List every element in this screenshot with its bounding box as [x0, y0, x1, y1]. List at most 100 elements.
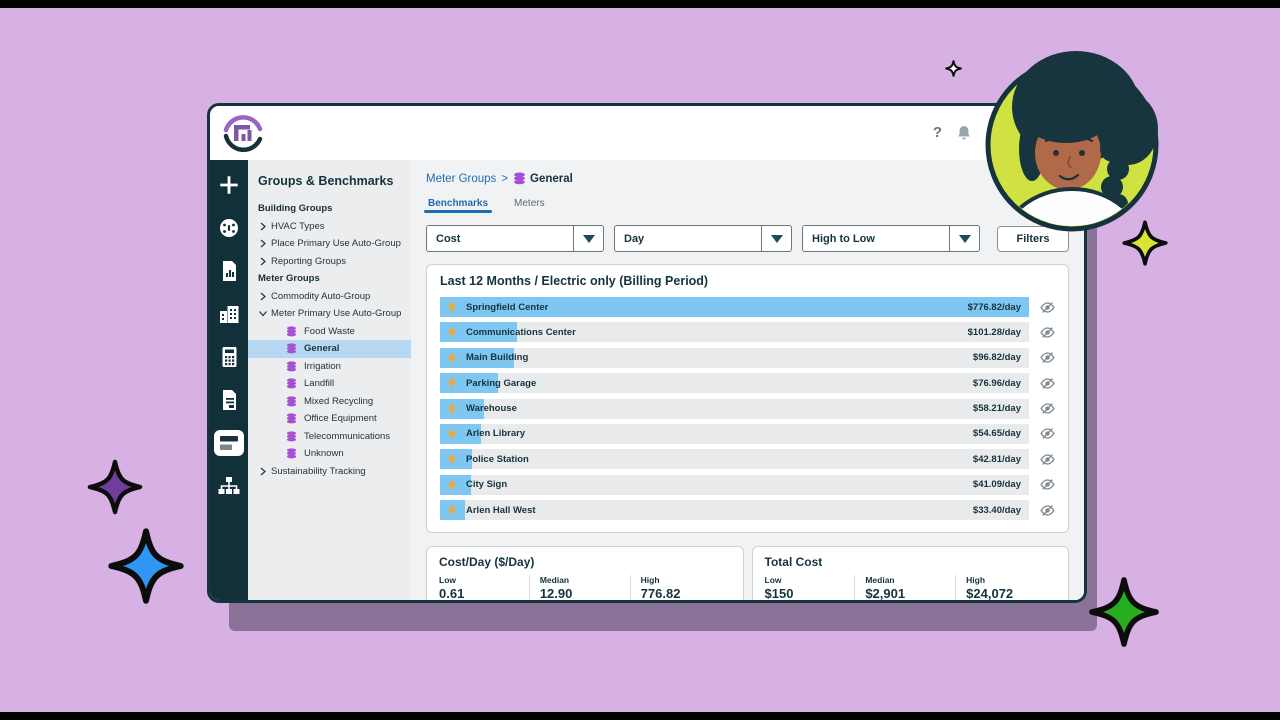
groups-benchmarks-icon[interactable] [214, 430, 244, 456]
tree-item-sustainability-tracking[interactable]: Sustainability Tracking [248, 463, 411, 481]
tree-item-landfill[interactable]: Landfill [248, 375, 411, 393]
chevron-right-icon [260, 239, 266, 248]
benchmark-row: Arlen Library $54.65/day [440, 423, 1055, 444]
breadcrumb-separator: > [501, 172, 509, 185]
layers-icon [286, 396, 297, 407]
app-logo-icon[interactable] [220, 110, 266, 156]
tree-item-place-primary-use[interactable]: Place Primary Use Auto-Group [248, 235, 411, 253]
benchmark-bar[interactable]: Communications Center $101.28/day [440, 322, 1029, 343]
tree-item-food-waste[interactable]: Food Waste [248, 323, 411, 341]
bar-fill [440, 347, 514, 368]
window-body: Groups & Benchmarks Building Groups HVAC… [210, 160, 1084, 600]
breadcrumb-current: General [513, 172, 573, 185]
bar-fill [440, 373, 499, 394]
dashboard-gauge-icon[interactable] [214, 215, 244, 241]
icon-rail [210, 160, 248, 600]
visibility-off-icon[interactable] [1029, 401, 1055, 416]
cost-per-day-card: Cost/Day ($/Day) Low 0.61 Median 12.90 Hig… [426, 545, 744, 601]
electric-bolt-icon [447, 503, 457, 518]
electric-bolt-icon [447, 426, 457, 441]
tree-item-meter-primary-use[interactable]: Meter Primary Use Auto-Group [248, 305, 411, 323]
benchmark-bar[interactable]: Springfield Center $776.82/day [440, 297, 1029, 317]
app-window: ? [207, 103, 1087, 603]
tree-item-mixed-recycling[interactable]: Mixed Recycling [248, 393, 411, 411]
benchmark-bar[interactable]: Main Building $96.82/day [440, 347, 1029, 368]
benchmark-row: Arlen Hall West $33.40/day [440, 500, 1055, 521]
main-pane: Meter Groups > General Benchmarks Meters… [411, 160, 1084, 600]
breadcrumb-meter-groups-link[interactable]: Meter Groups [426, 172, 497, 185]
buildings-icon[interactable] [214, 301, 244, 327]
tree-panel-title: Groups & Benchmarks [258, 174, 394, 188]
visibility-off-icon[interactable] [1029, 452, 1055, 467]
sort-select[interactable]: High to Low [802, 225, 980, 252]
stat-low: Low $150 [764, 574, 794, 601]
visibility-off-icon[interactable] [1029, 376, 1055, 391]
electric-bolt-icon [447, 477, 457, 492]
notifications-bell-icon[interactable] [956, 125, 972, 141]
period-select[interactable]: Day [614, 225, 792, 252]
bar-fill [440, 474, 472, 495]
bar-fill [440, 449, 473, 470]
visibility-off-icon[interactable] [1029, 477, 1055, 492]
tree-item-irrigation[interactable]: Irrigation [248, 358, 411, 376]
visibility-off-icon[interactable] [1029, 300, 1055, 315]
tree-item-unknown[interactable]: Unknown [248, 445, 411, 463]
visibility-off-icon[interactable] [1029, 426, 1055, 441]
calculator-icon[interactable] [214, 344, 244, 370]
layers-icon [286, 413, 297, 424]
letterbox-top [0, 0, 1280, 8]
layers-icon [286, 326, 297, 337]
layers-icon [286, 431, 297, 442]
help-icon[interactable]: ? [932, 124, 942, 141]
sparkle-blue-icon [108, 528, 184, 604]
stat-card-title: Total Cost [764, 554, 823, 569]
chevron-right-icon [260, 467, 266, 476]
chevron-down-icon [949, 226, 979, 251]
letterbox-bottom [0, 712, 1280, 720]
benchmark-row: Main Building $96.82/day [440, 347, 1055, 368]
electric-bolt-icon [447, 401, 457, 416]
visibility-off-icon[interactable] [1029, 350, 1055, 365]
benchmark-row: Springfield Center $776.82/day [440, 297, 1055, 317]
benchmark-bar[interactable]: Arlen Library $54.65/day [440, 423, 1029, 444]
stat-median: Median $2,901 [854, 574, 955, 600]
total-cost-card: Total Cost Low $150 Median $2,901 High $24,… [751, 545, 1069, 601]
benchmark-bar[interactable]: Police Station $42.81/day [440, 449, 1029, 470]
stat-high: High 776.82 [629, 574, 731, 600]
tree-section-building-groups: Building Groups [258, 203, 333, 215]
breadcrumb: Meter Groups > General [426, 172, 1069, 185]
tree-section-meter-groups: Meter Groups [258, 273, 320, 285]
metric-select[interactable]: Cost [426, 225, 604, 252]
sparkle-purple-icon [87, 459, 143, 515]
tree-item-general[interactable]: General [248, 340, 411, 358]
tree-item-reporting-groups[interactable]: Reporting Groups [248, 253, 411, 271]
tree-item-telecommunications[interactable]: Telecommunications [248, 428, 411, 446]
benchmark-bar[interactable]: Parking Garage $76.96/day [440, 373, 1029, 394]
electric-bolt-icon [447, 350, 457, 365]
benchmark-bar[interactable]: Warehouse $58.21/day [440, 398, 1029, 419]
electric-bolt-icon [447, 452, 457, 467]
chevron-down-icon [761, 226, 791, 251]
chart-report-icon[interactable] [214, 258, 244, 284]
stat-low: Low 0.61 [439, 574, 465, 601]
benchmark-row: City Sign $41.09/day [440, 474, 1055, 495]
tree-item-hvac-types[interactable]: HVAC Types [248, 218, 411, 236]
user-avatar[interactable] [980, 37, 1165, 237]
layers-icon [286, 343, 297, 354]
bill-document-icon[interactable] [214, 387, 244, 413]
tab-benchmarks[interactable]: Benchmarks [423, 198, 493, 213]
electric-bolt-icon [447, 300, 457, 314]
tree-item-office-equipment[interactable]: Office Equipment [248, 410, 411, 428]
benchmark-bar[interactable]: City Sign $41.09/day [440, 474, 1029, 495]
plus-icon[interactable] [214, 172, 244, 198]
tab-meters[interactable]: Meters [514, 198, 545, 209]
groups-tree-panel: Groups & Benchmarks Building Groups HVAC… [248, 160, 411, 600]
benchmark-bar[interactable]: Arlen Hall West $33.40/day [440, 500, 1029, 521]
visibility-off-icon[interactable] [1029, 325, 1055, 340]
tree-item-commodity-auto-group[interactable]: Commodity Auto-Group [248, 288, 411, 306]
sparkle-white-icon [945, 60, 962, 77]
chevron-right-icon [260, 222, 266, 231]
bar-fill [440, 423, 482, 444]
visibility-off-icon[interactable] [1029, 503, 1055, 518]
hierarchy-icon[interactable] [214, 473, 244, 499]
